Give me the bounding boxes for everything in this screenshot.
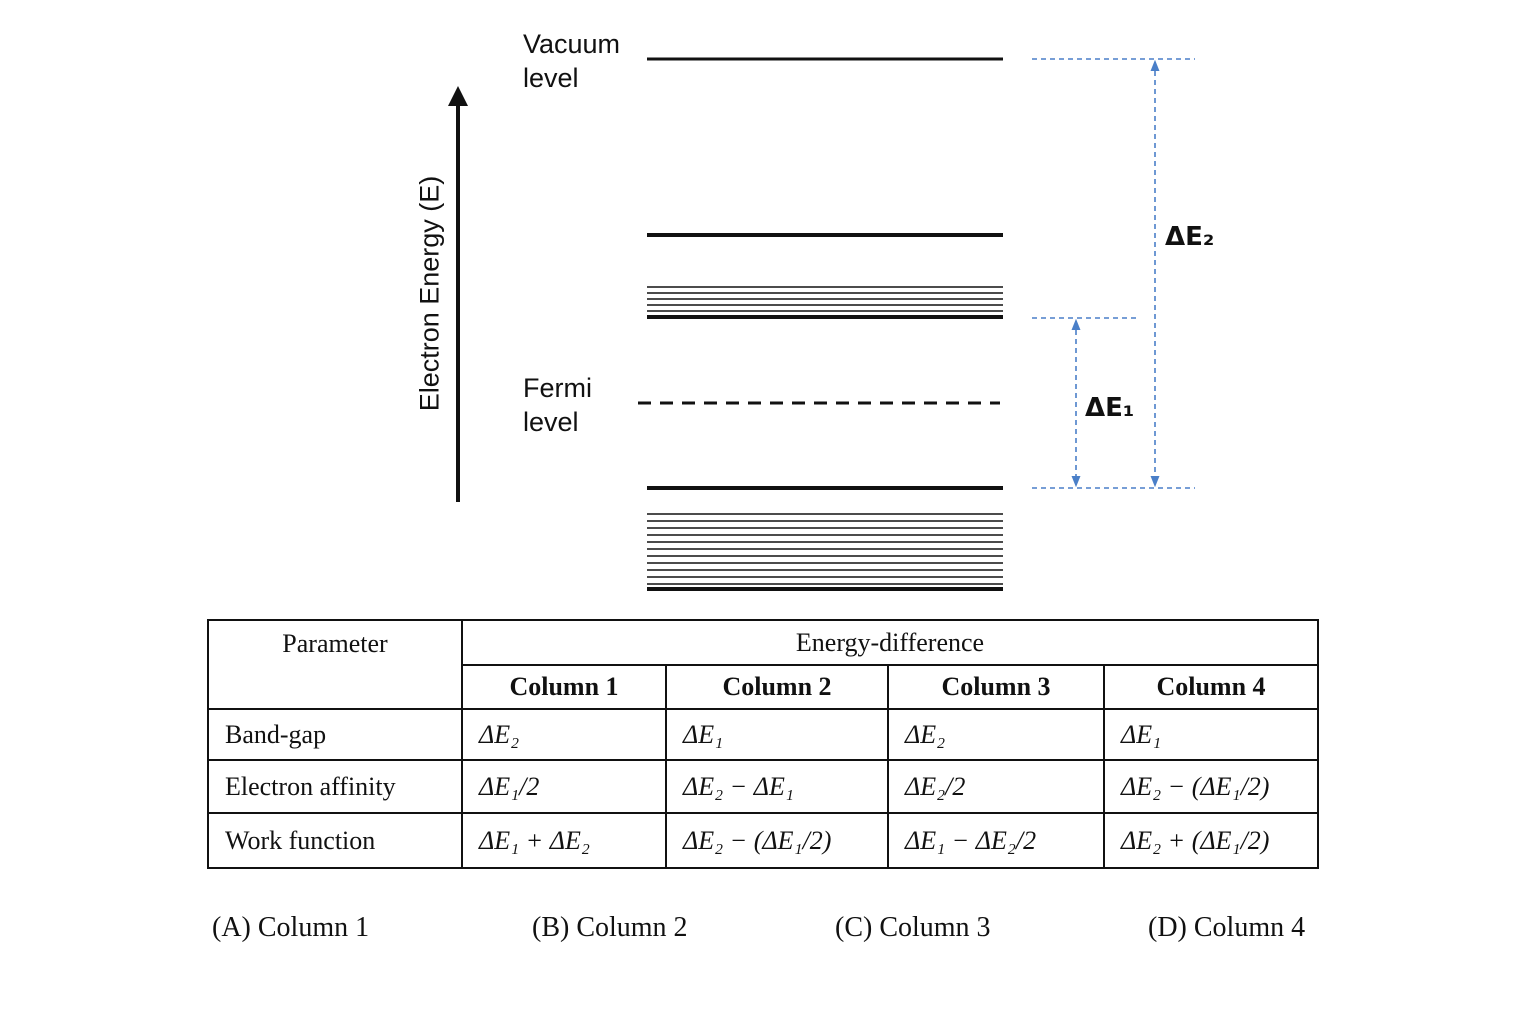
- axis-label: Electron Energy (E): [414, 175, 445, 412]
- formula-cell: ΔE₁/2: [461, 759, 667, 814]
- parameter-cell: Work function: [207, 812, 463, 869]
- table-row: Electron affinity ΔE₁/2 ΔE₂ − ΔE₁ ΔE₂/2 ΔE₂ …: [207, 759, 1319, 814]
- table-body: Band-gap ΔE₂ ΔE₁ ΔE₂ ΔE₁ Electron affinity ΔE₁…: [207, 708, 1319, 869]
- band-lines: [647, 286, 1003, 591]
- formula-cell: ΔE₁: [1103, 708, 1319, 761]
- table-row: Work function ΔE₁ + ΔE₂ ΔE₂ − (ΔE₁/2) ΔE₁ −…: [207, 812, 1319, 869]
- energy-diagram: [448, 57, 1195, 591]
- option[interactable]: (A) Column 1: [212, 912, 370, 943]
- parameter-cell: Band-gap: [207, 708, 463, 761]
- parameter-cell: Electron affinity: [207, 759, 463, 814]
- header-cell: Energy-difference: [461, 619, 1319, 666]
- table-row: Band-gap ΔE₂ ΔE₁ ΔE₂ ΔE₁: [207, 708, 1319, 761]
- formula-cell: ΔE₂ + (ΔE₁/2): [1103, 812, 1319, 869]
- option[interactable]: (D) Column 4: [1148, 912, 1306, 943]
- delta-e1-label: ΔE₁: [1085, 393, 1135, 423]
- formula-cell: ΔE₂ − ΔE₁: [665, 759, 889, 814]
- option[interactable]: (B) Column 2: [532, 912, 688, 943]
- column-header: Column 3: [887, 664, 1105, 710]
- fermi-label: Fermi level: [523, 373, 592, 437]
- option[interactable]: (C) Column 3: [835, 912, 991, 943]
- column-header: Column 2: [665, 664, 889, 710]
- formula-cell: ΔE₂ − (ΔE₁/2): [665, 812, 889, 869]
- formula-cell: ΔE₂: [887, 708, 1105, 761]
- column-header: Column 4: [1103, 664, 1319, 710]
- header-cell: Parameter: [207, 619, 463, 710]
- formula-cell: ΔE₁ − ΔE₂/2: [887, 812, 1105, 869]
- formula-cell: ΔE₂: [461, 708, 667, 761]
- formula-cell: ΔE₁: [665, 708, 889, 761]
- formula-cell: ΔE₂ − (ΔE₁/2): [1103, 759, 1319, 814]
- delta-e2-label: ΔE₂: [1165, 222, 1215, 252]
- formula-cell: ΔE₂/2: [887, 759, 1105, 814]
- column-header: Column 1: [461, 664, 667, 710]
- formula-cell: ΔE₁ + ΔE₂: [461, 812, 667, 869]
- vacuum-label: Vacuum level: [523, 29, 621, 93]
- answer-table: Parameter Energy-difference Column 1 Colu…: [207, 619, 1319, 869]
